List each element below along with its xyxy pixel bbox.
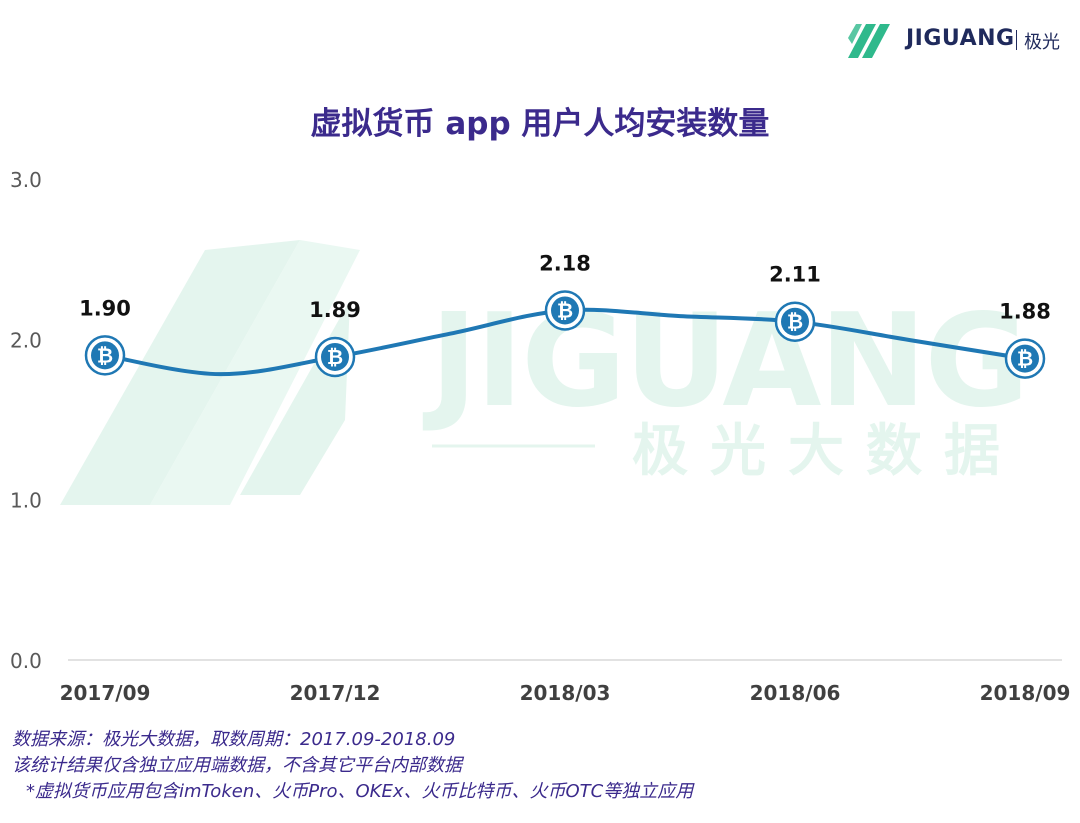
x-tick-label: 2018/09 xyxy=(980,681,1071,705)
watermark-brand: JIGUANG xyxy=(422,287,1028,436)
bitcoin-glyph: ₿ xyxy=(557,298,573,322)
marker-disc xyxy=(91,341,119,370)
jiguang-logo-icon xyxy=(848,24,890,58)
marker-disc xyxy=(551,296,579,325)
data-label: 1.90 xyxy=(79,296,131,320)
x-tick-label: 2017/12 xyxy=(290,681,381,705)
bitcoin-icon: ₿ xyxy=(314,336,356,378)
bitcoin-glyph: ₿ xyxy=(327,345,343,369)
marker-disc xyxy=(321,342,349,371)
logo-brand-cn: 极光 xyxy=(1024,32,1060,53)
x-tick-label: 2017/09 xyxy=(60,681,151,705)
data-label: 1.88 xyxy=(999,300,1051,324)
x-tick-label: 2018/06 xyxy=(750,681,841,705)
jiguang-logo: JIGUANG 极光 xyxy=(846,18,1070,62)
data-label: 2.11 xyxy=(769,263,821,287)
bitcoin-icon: ₿ xyxy=(1004,338,1046,379)
y-tick-label: 3.0 xyxy=(10,168,42,192)
bitcoin-glyph: ₿ xyxy=(97,343,113,367)
watermark-logo-mark xyxy=(60,240,300,505)
y-tick-label: 0.0 xyxy=(10,649,42,673)
axes: 0.0 1.0 2.0 3.0 2017/09 2017/12 2018/03 2018/06… xyxy=(10,168,1070,705)
bitcoin-icon: ₿ xyxy=(84,335,126,376)
chart-title: 虚拟货币 app 用户人均安装数量 xyxy=(310,106,770,142)
footnotes: 数据来源：极光大数据，取数周期：2017.09-2018.09 该统计结果仅含独… xyxy=(12,727,693,805)
data-label: 1.89 xyxy=(309,298,361,322)
marker-disc xyxy=(1011,344,1039,373)
footnote-source: 数据来源：极光大数据，取数周期：2017.09-2018.09 xyxy=(12,729,456,750)
watermark-tagline: 极光大数据 xyxy=(632,419,1022,484)
logo-divider xyxy=(1016,30,1017,50)
data-label: 2.18 xyxy=(539,251,591,275)
marks: ₿ 1.90 ₿ 1.89 ₿ 2.18 ₿ 2.11 ₿ 1.88 xyxy=(79,251,1051,379)
footnote-scope: 该统计结果仅含独立应用端数据，不含其它平台内部数据 xyxy=(12,755,462,776)
footnote-apps: *虚拟货币应用包含imToken、火币Pro、OKEx、火币比特币、火币OTC等… xyxy=(26,781,694,802)
bitcoin-glyph: ₿ xyxy=(1017,347,1033,371)
x-tick-label: 2018/03 xyxy=(520,681,611,705)
y-tick-label: 1.0 xyxy=(10,489,42,513)
y-tick-label: 2.0 xyxy=(10,328,42,352)
bitcoin-icon: ₿ xyxy=(774,301,816,342)
logo-brand: JIGUANG xyxy=(906,26,1015,51)
bitcoin-icon: ₿ xyxy=(544,290,586,331)
bitcoin-glyph: ₿ xyxy=(787,310,803,334)
marker-disc xyxy=(781,307,809,336)
